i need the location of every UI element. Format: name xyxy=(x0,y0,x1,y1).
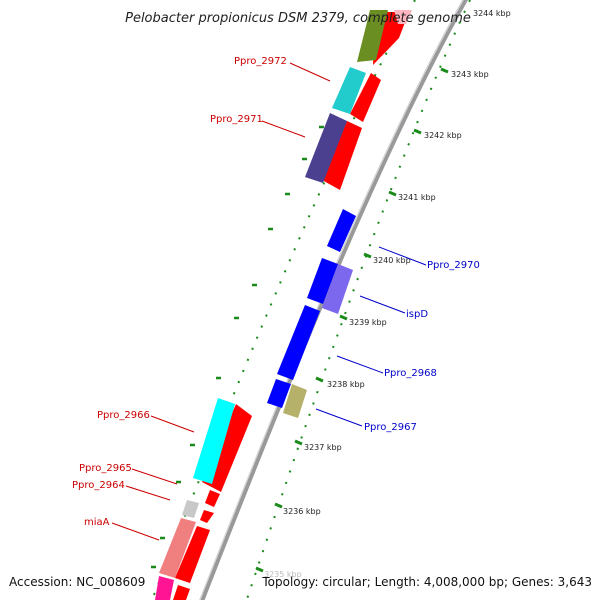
outer-major-ticks xyxy=(255,67,449,573)
inner-major-ticks xyxy=(151,125,324,569)
gene-label[interactable]: ispD xyxy=(406,309,428,320)
gene-label[interactable]: Ppro_2965 xyxy=(79,463,132,474)
gene-label[interactable]: miaA xyxy=(84,517,110,528)
cds-feature[interactable] xyxy=(277,305,320,380)
cds-feature[interactable] xyxy=(200,510,214,523)
gene-label[interactable]: Ppro_2967 xyxy=(364,422,417,433)
tick-label: 3244 kbp xyxy=(473,9,511,18)
tick-label: 3235 kbp xyxy=(264,570,302,579)
tick-label: 3236 kbp xyxy=(283,507,321,516)
cog-feature[interactable] xyxy=(155,576,174,600)
tick-label: 3237 kbp xyxy=(304,443,342,452)
map-title: Pelobacter propionicus DSM 2379, complet… xyxy=(125,11,471,26)
topology-text: Topology: circular; Length: 4,008,000 bp… xyxy=(261,575,592,589)
cog-feature[interactable] xyxy=(283,384,307,418)
cds-feature[interactable] xyxy=(175,526,210,583)
cds-feature[interactable] xyxy=(173,585,190,600)
cog-feature[interactable] xyxy=(193,398,235,484)
gene-label[interactable]: Ppro_2966 xyxy=(97,410,150,421)
cog-feature[interactable] xyxy=(182,500,199,518)
cds-feature[interactable] xyxy=(267,379,291,408)
tick-label: 3238 kbp xyxy=(327,380,365,389)
cog-feature[interactable] xyxy=(394,10,412,24)
gene-label[interactable]: Ppro_2970 xyxy=(427,260,480,271)
plus-strand-cog xyxy=(283,264,353,418)
cds-feature[interactable] xyxy=(350,73,381,122)
cds-feature[interactable] xyxy=(322,121,362,190)
gene-label[interactable]: Ppro_2971 xyxy=(210,114,263,125)
cog-feature[interactable] xyxy=(357,10,388,62)
plus-strand-cds xyxy=(267,209,356,408)
minus-strand-cog xyxy=(155,10,412,600)
gene-label[interactable]: Ppro_2972 xyxy=(234,56,287,67)
cds-feature[interactable] xyxy=(307,258,338,304)
accession-text: Accession: NC_008609 xyxy=(9,575,145,589)
tick-label: 3241 kbp xyxy=(398,193,436,202)
cog-feature[interactable] xyxy=(332,67,366,114)
cog-feature[interactable] xyxy=(159,518,196,578)
cog-feature[interactable] xyxy=(305,113,347,183)
tick-labels: 3244 kbp 3243 kbp 3242 kbp 3241 kbp 3240… xyxy=(264,9,511,579)
inner-dotted-ring xyxy=(150,0,416,600)
cds-feature[interactable] xyxy=(205,490,220,507)
cds-feature[interactable] xyxy=(327,209,356,252)
tick-label: 3243 kbp xyxy=(451,70,489,79)
tick-label: 3242 kbp xyxy=(424,131,462,140)
gene-label[interactable]: Ppro_2964 xyxy=(72,480,125,491)
gene-label[interactable]: Ppro_2968 xyxy=(384,368,437,379)
cog-feature[interactable] xyxy=(322,264,353,314)
tick-label: 3239 kbp xyxy=(349,318,387,327)
leader-lines xyxy=(111,62,427,541)
tick-label: 3240 kbp xyxy=(373,256,411,265)
